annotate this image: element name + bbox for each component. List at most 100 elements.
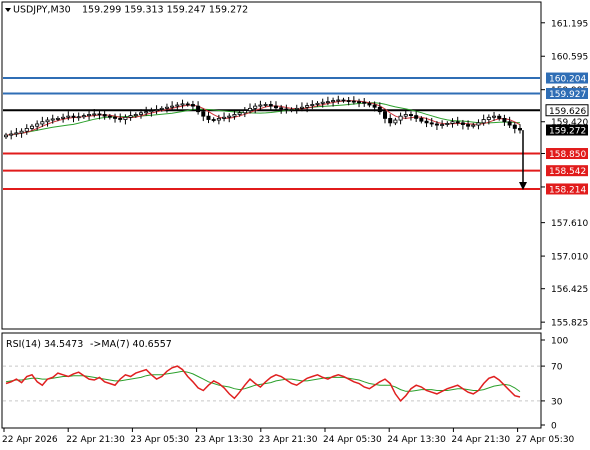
candle-body — [367, 102, 372, 106]
candle-body — [175, 104, 180, 107]
candle-body — [61, 116, 66, 119]
candle-body — [133, 114, 138, 117]
price-tag-bg — [546, 124, 588, 136]
symbol-label[interactable]: USDJPY,M30 — [13, 5, 71, 16]
time-tick-label: 24 Apr 05:30 — [323, 435, 382, 445]
ohlc-values: 159.299 159.313 159.247 159.272 — [82, 5, 248, 16]
candle-body — [414, 115, 419, 119]
rsi-tick-label: 30 — [551, 397, 563, 407]
price-tags: 160.204 159.927 159.626 159.272 158.850 158.5… — [545, 72, 589, 195]
candle-body — [242, 110, 247, 114]
time-tick-label: 24 Apr 13:30 — [387, 435, 446, 445]
candle-body — [336, 99, 341, 102]
candle-body — [403, 114, 408, 117]
candle-body — [35, 123, 40, 127]
price-tag-bg — [545, 104, 589, 117]
candle-body — [92, 113, 97, 116]
time-tick-label: 27 Apr 05:30 — [516, 435, 575, 445]
candle-body — [445, 123, 450, 125]
candle-body — [424, 120, 429, 124]
candle-body — [164, 106, 169, 109]
candle-body — [180, 103, 185, 106]
candle-body — [362, 101, 367, 104]
price-tag-label: 158.542 — [549, 167, 586, 177]
rsi-panel-frame — [1, 332, 542, 429]
rsi-tick-label: 100 — [551, 337, 568, 347]
candle-body — [185, 103, 190, 106]
candle-body — [97, 113, 102, 116]
candle-body — [315, 102, 320, 105]
candle-body — [305, 105, 310, 108]
price-tick-label: 156.425 — [551, 285, 588, 295]
price-tag-label: 159.927 — [549, 90, 586, 100]
candle-body — [113, 116, 118, 119]
time-axis: 22 Apr 2026 22 Apr 21:30 23 Apr 05:30 23 Ap… — [2, 428, 575, 445]
candle-body — [123, 116, 128, 120]
candle-body — [170, 105, 175, 108]
rsi-axis: 100 70 30 0 — [541, 337, 568, 432]
candle-body — [149, 110, 154, 113]
candles — [4, 95, 523, 140]
rsi-tick-label: 70 — [551, 363, 563, 373]
symbol-dropdown-icon[interactable] — [5, 8, 11, 12]
candle-body — [466, 124, 471, 127]
candle-body — [388, 117, 393, 124]
time-tick-label: 23 Apr 21:30 — [259, 435, 318, 445]
rsi-line — [5, 365, 521, 403]
candle-body — [9, 133, 14, 136]
ma-fast-line — [5, 100, 521, 136]
candle-body — [299, 106, 304, 109]
time-tick-label: 24 Apr 21:30 — [451, 435, 510, 445]
time-tick-label: 23 Apr 13:30 — [195, 435, 254, 445]
candle-body — [460, 122, 465, 125]
candle-body — [206, 115, 211, 120]
candle-body — [481, 119, 486, 124]
candle-body — [4, 134, 9, 138]
candle-body — [476, 122, 481, 126]
candle-body — [50, 118, 55, 121]
candle-body — [211, 119, 216, 121]
candle-body — [346, 100, 351, 102]
candle-body — [263, 104, 268, 106]
candle-body — [190, 104, 195, 107]
candle-body — [372, 104, 377, 108]
candle-body — [341, 99, 346, 102]
candle-body — [268, 104, 273, 107]
candle-body — [310, 104, 315, 106]
rsi-lines — [5, 365, 521, 403]
price-tick-label: 161.195 — [551, 19, 588, 29]
candle-body — [144, 111, 149, 114]
price-tag-label: 158.214 — [549, 185, 586, 195]
moving-averages — [5, 100, 521, 136]
candle-body — [232, 114, 237, 117]
price-tick-label: 157.610 — [551, 219, 588, 229]
price-tick-label: 159.420 — [551, 118, 588, 128]
candle-body — [19, 130, 24, 134]
rsi-tick-label: 0 — [551, 422, 557, 432]
price-tag-label: 159.626 — [549, 107, 586, 117]
candle-body — [393, 119, 398, 124]
time-tick-label: 23 Apr 05:30 — [130, 435, 189, 445]
candle-body — [55, 117, 60, 120]
candle-body — [222, 116, 227, 119]
candle-body — [253, 105, 258, 109]
candle-body — [512, 124, 517, 129]
candle-body — [248, 107, 253, 111]
candle-body — [398, 115, 403, 121]
candle-body — [227, 115, 232, 118]
candle-body — [429, 122, 434, 125]
candle-body — [518, 128, 523, 131]
main-panel-frame — [1, 1, 542, 330]
candle-body — [14, 132, 19, 135]
candle-body — [471, 124, 476, 127]
candle-body — [294, 107, 299, 110]
rsi-label: RSI(14) 34.5473 — [6, 339, 83, 350]
candle-body — [237, 112, 242, 115]
candle-body — [258, 104, 263, 107]
price-tick-label: 155.825 — [551, 319, 588, 329]
candle-body — [502, 117, 507, 123]
ma-slow-line — [5, 102, 521, 136]
candle-body — [201, 111, 206, 117]
candle-body — [486, 116, 491, 120]
